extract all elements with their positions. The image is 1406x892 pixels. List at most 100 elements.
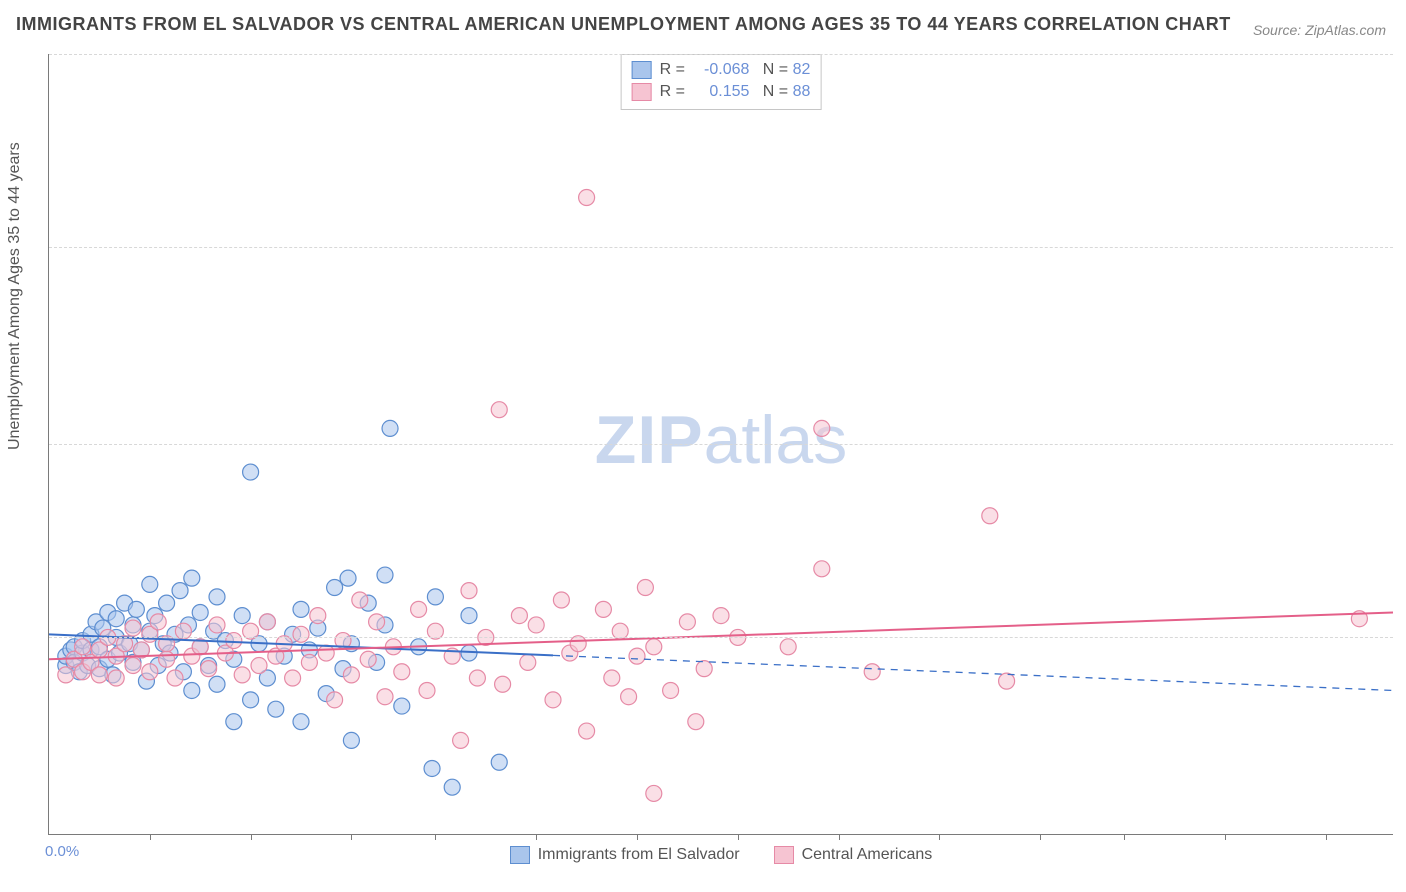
scatter-point — [234, 608, 250, 624]
scatter-point — [377, 689, 393, 705]
scatter-point — [545, 692, 561, 708]
scatter-point — [461, 608, 477, 624]
plot-area: ZIPatlas R = -0.068 N = 82 R = 0.155 N = — [48, 54, 1393, 835]
scatter-point — [268, 701, 284, 717]
scatter-point — [108, 611, 124, 627]
scatter-point — [209, 617, 225, 633]
scatter-point — [352, 592, 368, 608]
scatter-point — [688, 714, 704, 730]
scatter-point — [360, 651, 376, 667]
scatter-point — [377, 567, 393, 583]
scatter-point — [184, 570, 200, 586]
legend-item-blue: Immigrants from El Salvador — [510, 846, 740, 864]
scatter-point — [394, 664, 410, 680]
x-tick-mark — [150, 834, 151, 840]
scatter-point — [125, 620, 141, 636]
x-tick-label: 0.0% — [45, 843, 79, 860]
x-tick-mark — [1040, 834, 1041, 840]
scatter-point — [293, 626, 309, 642]
scatter-point — [142, 664, 158, 680]
grid-line — [49, 247, 1393, 248]
x-tick-mark — [1225, 834, 1226, 840]
legend-label: Central Americans — [802, 846, 933, 864]
scatter-point — [453, 732, 469, 748]
scatter-point — [814, 561, 830, 577]
scatter-point — [128, 601, 144, 617]
x-tick-mark — [738, 834, 739, 840]
scatter-point — [528, 617, 544, 633]
scatter-point — [226, 714, 242, 730]
scatter-point — [864, 664, 880, 680]
scatter-point — [293, 714, 309, 730]
scatter-point — [629, 648, 645, 664]
scatter-point — [411, 601, 427, 617]
scatter-point — [780, 639, 796, 655]
scatter-point — [419, 682, 435, 698]
x-tick-mark — [251, 834, 252, 840]
scatter-point — [310, 608, 326, 624]
chart-container: IMMIGRANTS FROM EL SALVADOR VS CENTRAL A… — [0, 0, 1406, 892]
scatter-point — [461, 583, 477, 599]
x-tick-mark — [1124, 834, 1125, 840]
scatter-point — [646, 785, 662, 801]
scatter-point — [108, 670, 124, 686]
legend-label: Immigrants from El Salvador — [538, 846, 740, 864]
scatter-point — [469, 670, 485, 686]
legend-item-pink: Central Americans — [774, 846, 933, 864]
scatter-point — [663, 682, 679, 698]
regression-line-dashed — [553, 655, 1393, 690]
scatter-point — [424, 760, 440, 776]
scatter-point — [259, 614, 275, 630]
scatter-point — [184, 682, 200, 698]
scatter-point — [150, 614, 166, 630]
scatter-point — [579, 190, 595, 206]
scatter-point — [491, 754, 507, 770]
scatter-point — [243, 464, 259, 480]
scatter-point — [579, 723, 595, 739]
scatter-point — [646, 639, 662, 655]
scatter-point — [167, 670, 183, 686]
scatter-point — [159, 651, 175, 667]
scatter-point — [621, 689, 637, 705]
scatter-point — [491, 402, 507, 418]
scatter-point — [340, 570, 356, 586]
scatter-point — [553, 592, 569, 608]
scatter-point — [595, 601, 611, 617]
scatter-point — [394, 698, 410, 714]
scatter-point — [159, 595, 175, 611]
x-tick-mark — [1326, 834, 1327, 840]
scatter-point — [251, 658, 267, 674]
scatter-point — [444, 779, 460, 795]
scatter-point — [982, 508, 998, 524]
scatter-point — [511, 608, 527, 624]
scatter-point — [125, 658, 141, 674]
scatter-point — [604, 670, 620, 686]
x-tick-mark — [351, 834, 352, 840]
scatter-point — [209, 589, 225, 605]
grid-line — [49, 444, 1393, 445]
x-tick-mark — [536, 834, 537, 840]
scatter-point — [495, 676, 511, 692]
scatter-point — [343, 732, 359, 748]
y-axis-label: Unemployment Among Ages 35 to 44 years — [6, 142, 24, 450]
scatter-point — [234, 667, 250, 683]
scatter-point — [713, 608, 729, 624]
scatter-point — [382, 420, 398, 436]
scatter-point — [696, 661, 712, 677]
scatter-point — [301, 654, 317, 670]
grid-line — [49, 637, 1393, 638]
source-label: Source: ZipAtlas.com — [1253, 22, 1386, 38]
scatter-point — [327, 580, 343, 596]
scatter-point — [192, 604, 208, 620]
scatter-point — [293, 601, 309, 617]
scatter-point — [201, 661, 217, 677]
scatter-point — [91, 667, 107, 683]
scatter-point — [58, 667, 74, 683]
scatter-point — [285, 670, 301, 686]
scatter-point — [318, 645, 334, 661]
scatter-point — [679, 614, 695, 630]
legend-swatch-pink — [774, 846, 794, 864]
scatter-point — [243, 692, 259, 708]
chart-title: IMMIGRANTS FROM EL SALVADOR VS CENTRAL A… — [16, 14, 1231, 35]
scatter-point — [209, 676, 225, 692]
